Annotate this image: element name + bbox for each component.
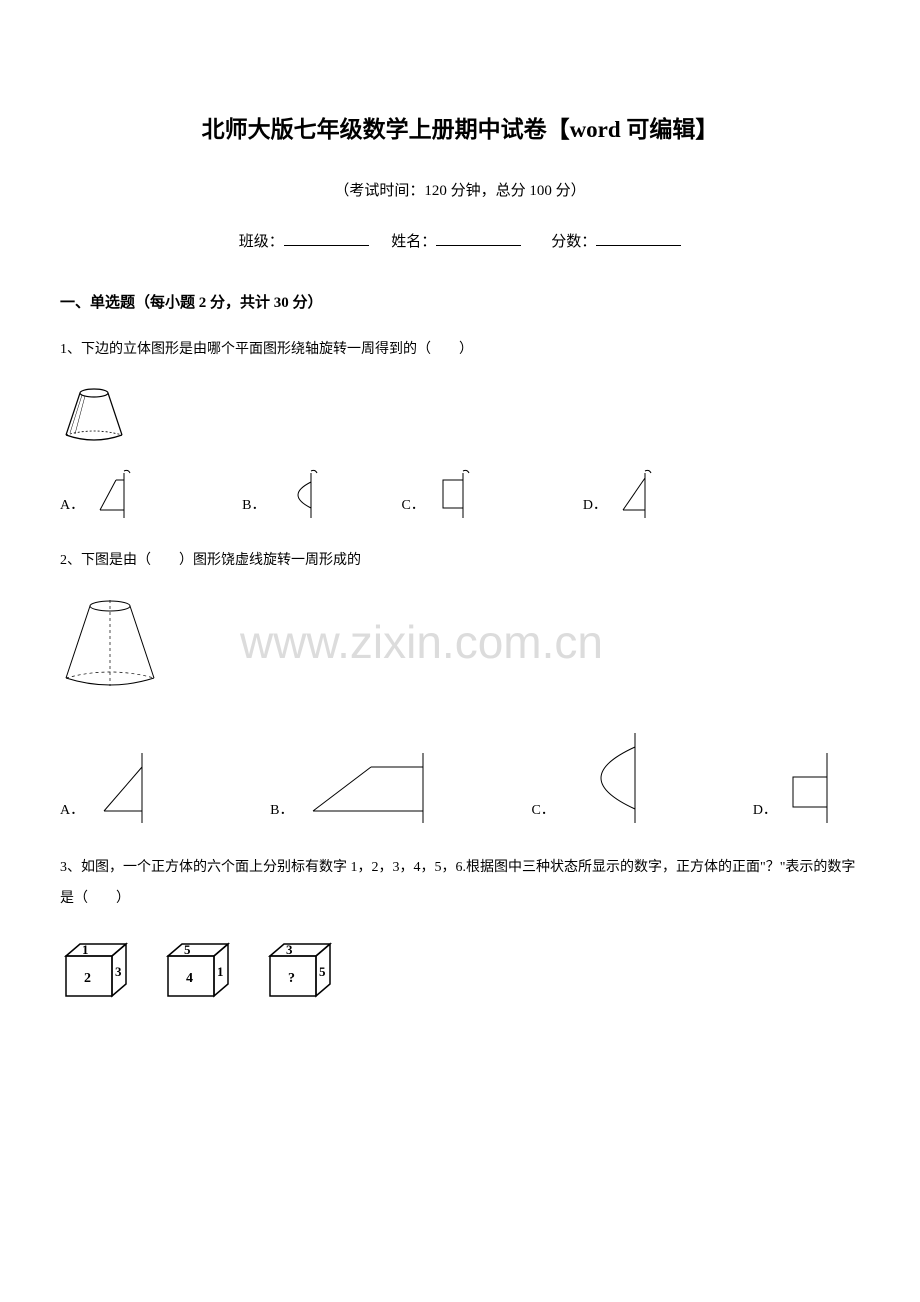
q2-option-c-figure bbox=[563, 733, 643, 823]
q1-option-c-figure bbox=[433, 468, 473, 518]
q1-figure bbox=[60, 387, 860, 443]
class-label: 班级： bbox=[239, 234, 284, 250]
svg-text:5: 5 bbox=[184, 942, 191, 957]
q2-option-c-label: C． bbox=[531, 799, 554, 823]
q1-option-a-label: A． bbox=[60, 494, 84, 518]
svg-text:3: 3 bbox=[286, 942, 293, 957]
info-row: 班级： 姓名： 分数： bbox=[60, 230, 860, 251]
q1-option-b-label: B． bbox=[242, 494, 265, 518]
q1-option-c-label: C． bbox=[401, 494, 424, 518]
q1-options: A． B． C． D． bbox=[60, 468, 860, 518]
cube-3: 3 ? 5 bbox=[264, 940, 336, 1002]
section-1-header: 一、单选题（每小题 2 分，共计 30 分） bbox=[60, 291, 860, 312]
q2-option-b-figure bbox=[301, 753, 431, 823]
score-blank bbox=[596, 232, 681, 246]
svg-text:?: ? bbox=[288, 971, 295, 986]
q1-option-b-figure bbox=[273, 468, 321, 518]
cube-2: 5 4 1 bbox=[162, 940, 234, 1002]
q2-option-a-figure bbox=[92, 753, 150, 823]
svg-text:4: 4 bbox=[186, 971, 193, 986]
svg-text:3: 3 bbox=[115, 964, 122, 979]
cube-1: 1 2 3 bbox=[60, 940, 132, 1002]
q1-option-d-label: D． bbox=[583, 494, 607, 518]
question-2-text: 2、下图是由（ ）图形饶虚线旋转一周形成的 bbox=[60, 548, 860, 573]
svg-text:2: 2 bbox=[84, 971, 91, 986]
q1-option-a-figure bbox=[92, 468, 132, 518]
q2-options: A． B． C． D． bbox=[60, 733, 860, 823]
q2-option-a-label: A． bbox=[60, 799, 84, 823]
page-title: 北师大版七年级数学上册期中试卷【word 可编辑】 bbox=[60, 110, 860, 144]
svg-text:5: 5 bbox=[319, 964, 326, 979]
question-1-text: 1、下边的立体图形是由哪个平面图形绕轴旋转一周得到的（ ） bbox=[60, 337, 860, 362]
question-3-text: 3、如图，一个正方体的六个面上分别标有数字 1，2，3，4，5，6.根据图中三种… bbox=[60, 853, 860, 915]
name-blank bbox=[436, 232, 521, 246]
q2-option-d-figure bbox=[785, 753, 835, 823]
q3-cubes: 1 2 3 5 4 1 3 ? 5 bbox=[60, 940, 860, 1002]
svg-text:1: 1 bbox=[217, 964, 224, 979]
name-label: 姓名： bbox=[391, 234, 436, 250]
q2-figure bbox=[60, 598, 860, 693]
q2-option-d-label: D． bbox=[753, 799, 777, 823]
q2-option-b-label: B． bbox=[270, 799, 293, 823]
svg-text:1: 1 bbox=[82, 942, 89, 957]
class-blank bbox=[284, 232, 369, 246]
exam-subtitle: （考试时间：120 分钟，总分 100 分） bbox=[60, 179, 860, 200]
score-label: 分数： bbox=[551, 234, 596, 250]
q1-option-d-figure bbox=[615, 468, 655, 518]
